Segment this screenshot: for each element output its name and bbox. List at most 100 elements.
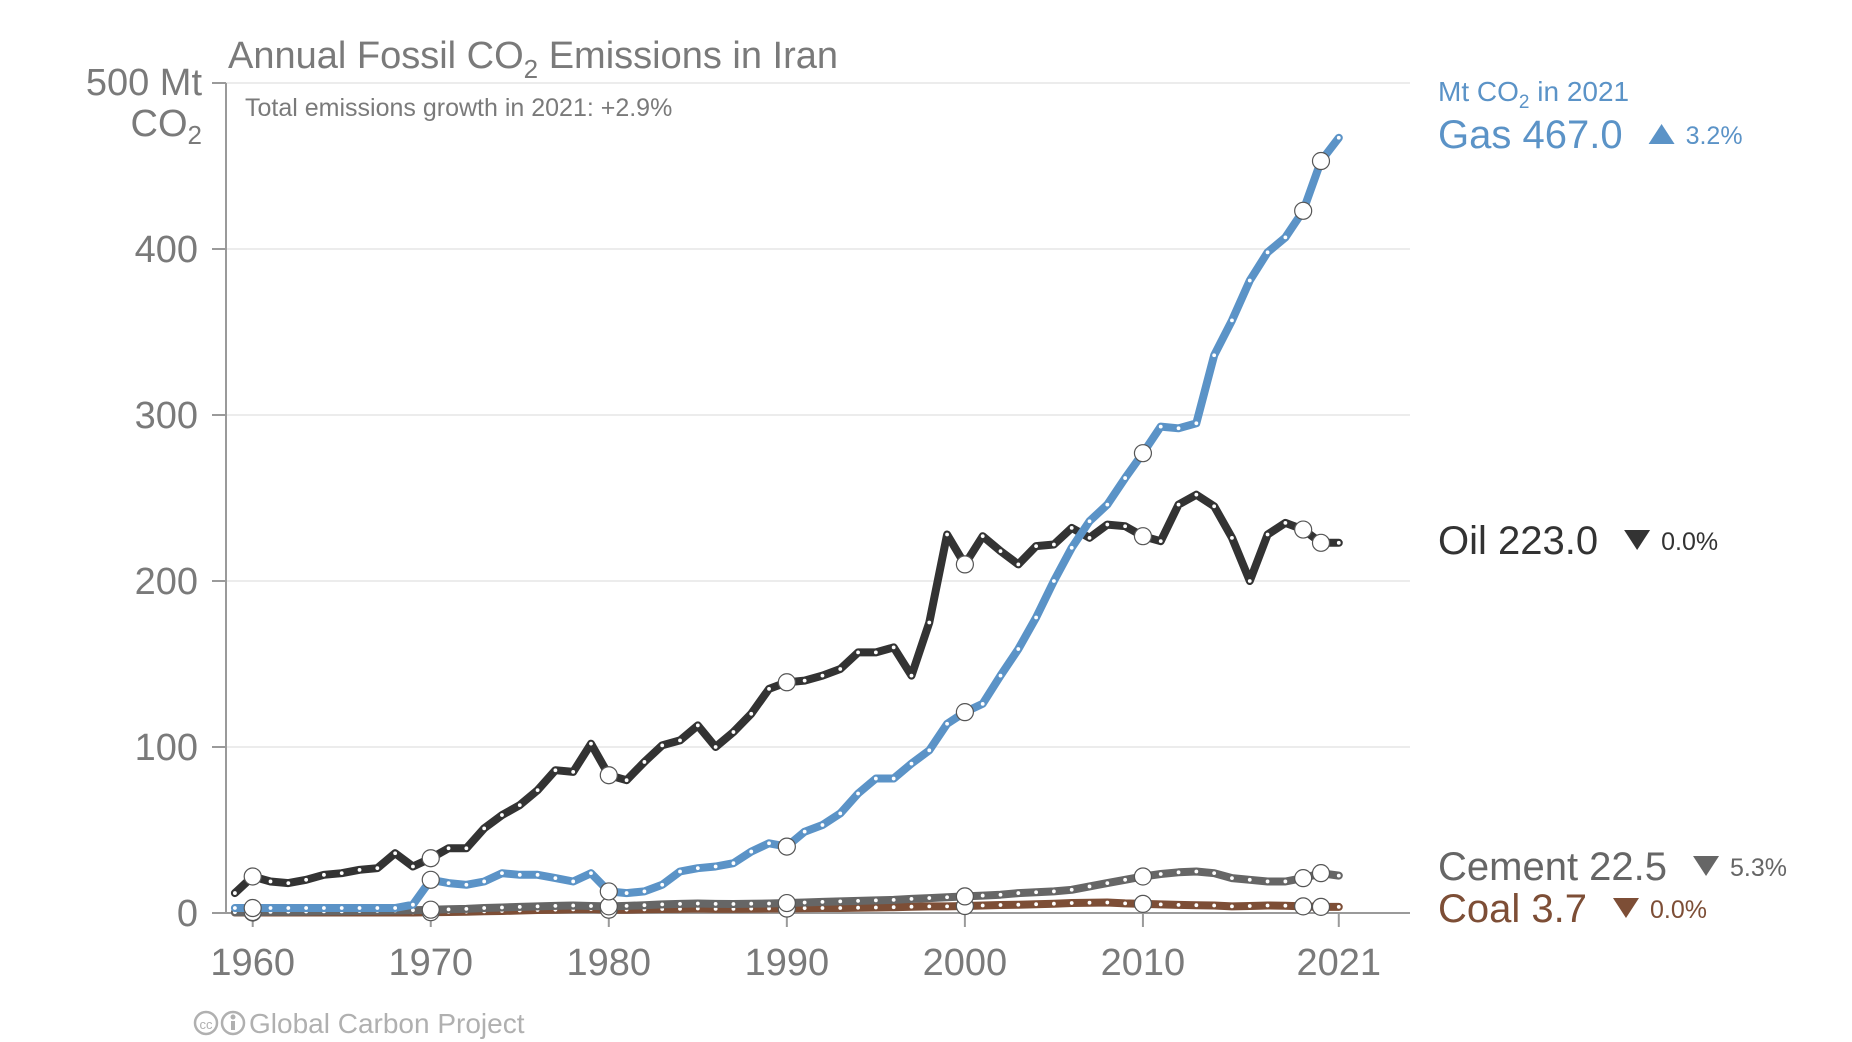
data-point: [482, 879, 487, 884]
data-point: [749, 901, 754, 906]
data-point: [642, 760, 647, 764]
legend-label-oil: Oil 223.0: [1438, 519, 1598, 563]
chart-subtitle: Total emissions growth in 2021: +2.9%: [245, 94, 672, 122]
data-point: [375, 906, 380, 910]
data-point: [322, 872, 326, 877]
data-point: [980, 903, 985, 908]
data-point: [731, 902, 736, 906]
x-tick-label: 1980: [567, 942, 652, 984]
data-point: [482, 906, 487, 910]
y-tick-label: 400: [135, 229, 198, 271]
data-point: [1016, 902, 1021, 907]
data-point: [393, 906, 398, 910]
data-point-marker: [1294, 520, 1313, 539]
data-point: [1247, 278, 1252, 283]
data-point-marker: [777, 837, 796, 856]
data-point-marker: [1311, 533, 1331, 552]
data-point: [1212, 504, 1217, 509]
data-point: [517, 904, 522, 909]
data-point: [767, 687, 771, 691]
data-point: [695, 723, 700, 728]
data-point: [1230, 904, 1234, 909]
data-point-marker: [599, 882, 618, 901]
data-point: [838, 899, 843, 904]
cc-by-icons: cc: [193, 1010, 246, 1036]
data-point: [1194, 421, 1199, 426]
data-point: [1123, 877, 1128, 882]
data-point: [642, 903, 647, 908]
data-point-marker: [421, 849, 440, 868]
data-point: [820, 823, 825, 827]
data-point: [500, 905, 504, 910]
data-point: [1336, 135, 1341, 140]
data-point-marker: [421, 900, 440, 919]
data-point: [1265, 903, 1270, 908]
data-point: [909, 673, 914, 678]
data-point: [1265, 532, 1270, 537]
data-point: [268, 906, 273, 910]
data-point: [1105, 900, 1110, 905]
data-point: [749, 906, 754, 911]
data-point: [731, 730, 736, 734]
data-point: [678, 901, 682, 906]
data-point: [642, 889, 647, 894]
series-lines: [230, 133, 1343, 922]
x-tick-label: 1970: [388, 942, 473, 984]
data-point: [660, 882, 665, 887]
data-point: [1034, 902, 1039, 907]
data-point: [446, 846, 451, 851]
data-point: [624, 903, 629, 908]
data-point: [1336, 540, 1341, 545]
data-point: [820, 899, 825, 904]
data-point: [1034, 544, 1039, 549]
data-point: [1194, 492, 1199, 497]
data-point: [1283, 235, 1288, 240]
data-point: [589, 741, 593, 746]
data-point: [1123, 524, 1128, 529]
data-point: [1247, 877, 1252, 882]
x-tick-label: 1990: [745, 942, 830, 984]
data-point: [1069, 887, 1074, 892]
data-point: [1336, 873, 1341, 878]
data-point: [589, 904, 593, 908]
data-point: [891, 776, 896, 781]
legend-label-gas: Gas 467.0: [1438, 113, 1623, 157]
data-point-marker: [599, 766, 618, 785]
data-point: [873, 905, 878, 910]
data-point: [909, 904, 914, 909]
data-point: [1212, 871, 1217, 876]
data-point: [339, 871, 344, 876]
data-point: [891, 905, 896, 910]
data-point-marker: [1311, 151, 1331, 171]
data-point: [411, 864, 415, 869]
x-tick-label: 2021: [1297, 942, 1382, 984]
data-point: [927, 904, 932, 909]
data-point: [1087, 900, 1092, 905]
credit-text: Global Carbon Project: [249, 1008, 525, 1039]
chart-title-subscript: 2: [524, 54, 538, 84]
data-point: [1087, 884, 1092, 889]
data-point: [1069, 545, 1074, 550]
data-point: [695, 901, 700, 906]
grid-lines: [225, 82, 1410, 914]
data-point: [1283, 521, 1288, 525]
data-point: [446, 881, 451, 886]
data-point-marker: [1133, 444, 1153, 463]
triangle-down-icon: [1693, 856, 1720, 876]
data-point: [535, 788, 540, 793]
data-point: [1052, 542, 1056, 547]
data-point: [1230, 318, 1234, 323]
data-point: [1034, 615, 1039, 620]
data-point-marker: [955, 703, 974, 722]
data-point-marker: [421, 870, 440, 889]
data-point: [1123, 901, 1128, 906]
data-point: [678, 738, 682, 743]
y-tick-labels: 0 100 200 300 400: [135, 82, 226, 935]
data-point: [517, 872, 522, 877]
data-point: [411, 902, 415, 907]
legend-label-cement: Cement 22.5: [1438, 845, 1667, 889]
data-point: [1265, 250, 1270, 255]
data-point: [767, 841, 771, 846]
data-point: [1016, 891, 1021, 895]
data-point: [945, 904, 949, 909]
